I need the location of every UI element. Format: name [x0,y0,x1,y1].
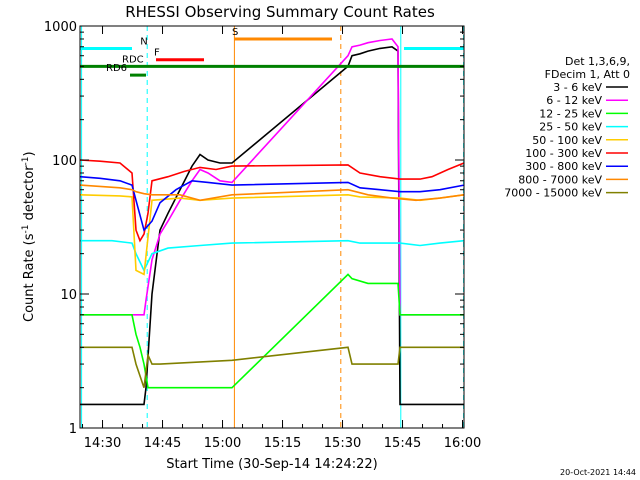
series-line-6-12-keV [80,38,464,316]
y-axis-ticks: 1 10 100 1000 [44,20,464,437]
x-tick-label-1: 14:45 [144,436,181,451]
legend-label-8: 7000 - 15000 keV [504,187,602,200]
y-tick-label-1: 10 [60,288,77,303]
series-line-100-300-keV [79,159,465,243]
plot-frame [79,25,465,429]
legend-label-1: 6 - 12 keV [546,94,602,107]
x-axis-label: Start Time (30-Sep-14 14:24:22) [166,457,377,472]
flag-label-rdc: RDC [122,54,144,65]
legend-label-6: 300 - 800 keV [525,160,602,173]
series-line-300-800-keV [79,175,465,232]
series-line-7000-15000-keV [80,346,464,388]
flag-label-f: F [154,48,160,59]
legend-label-5: 100 - 300 keV [525,147,602,160]
y-tick-label-3: 1000 [44,20,77,35]
y-axis-label: Count Rate (s-1 detector-1) [21,151,37,322]
x-tick-label-2: 15:00 [204,436,241,451]
footer-date: 20-Oct-2021 14:44 [560,468,636,477]
legend-header-1: FDecim 1, Att 0 [545,68,630,81]
y-tick-label-2: 100 [52,154,77,169]
legend-label-0: 3 - 6 keV [553,81,602,94]
y-tick-label-0: 1 [69,422,77,437]
legend-header-0: Det 1,3,6,9, [565,55,630,68]
legend-label-3: 25 - 50 keV [539,121,602,134]
legend-label-4: 50 - 100 keV [532,134,602,147]
series-line-3-6-keV [80,45,464,406]
x-tick-label-0: 14:30 [84,436,121,451]
x-tick-label-6: 16:00 [444,436,481,451]
flag-label-n: N [140,36,147,47]
chart-title: RHESSI Observing Summary Count Rates [125,3,435,21]
legend-label-2: 12 - 25 keV [539,107,602,120]
legend-label-7: 800 - 7000 keV [518,173,602,186]
series-line-12-25-keV [80,273,464,389]
flag-label-s: S [232,27,238,38]
x-axis-ticks: 14:30 14:45 15:00 15:15 15:30 15:45 16:00 [82,26,481,451]
flag-label-rd6: RD6 [106,63,127,74]
x-tick-label-4: 15:30 [324,436,361,451]
series-line-25-50-keV [80,239,465,273]
x-tick-label-5: 15:45 [384,436,421,451]
series-line-800-7000-keV [79,184,465,202]
x-tick-label-3: 15:15 [264,436,301,451]
